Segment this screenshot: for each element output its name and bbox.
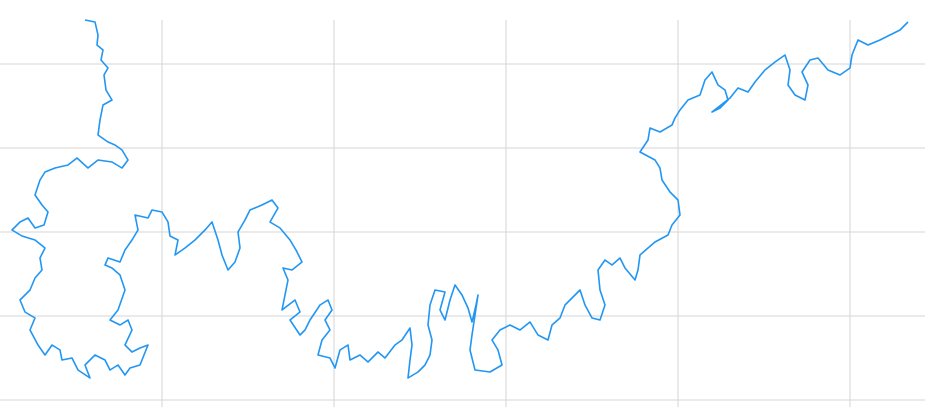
walk-line <box>11 19 909 379</box>
